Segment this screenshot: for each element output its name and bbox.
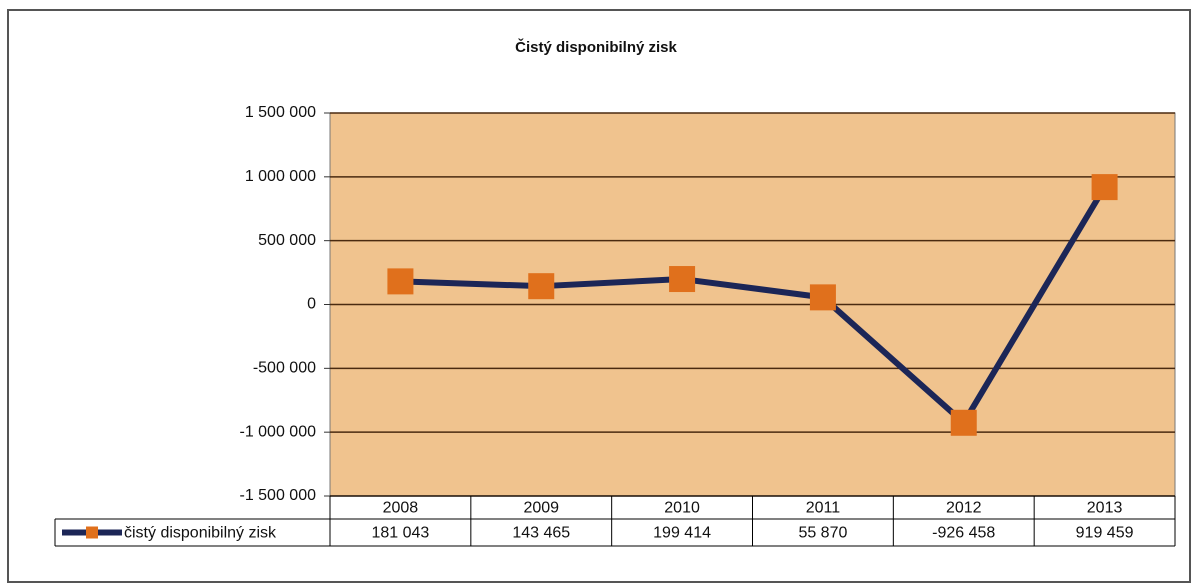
y-tick-label: 0 bbox=[307, 296, 316, 313]
line bbox=[400, 185, 1108, 426]
x-tick-label: 2011 bbox=[806, 500, 841, 517]
data-label: 143 465 bbox=[512, 525, 570, 542]
marker bbox=[1091, 174, 1118, 201]
marker bbox=[809, 284, 836, 311]
y-tick-label: 1 500 000 bbox=[245, 104, 316, 121]
marker bbox=[950, 409, 977, 436]
x-tick-label: 2013 bbox=[1087, 500, 1123, 517]
data-label: 919 459 bbox=[1076, 525, 1134, 542]
chart-title: Čistý disponibilný zisk bbox=[515, 38, 677, 56]
legend-marker bbox=[86, 526, 98, 539]
marker bbox=[528, 273, 555, 300]
y-tick-label: -1 000 000 bbox=[239, 423, 316, 440]
frame bbox=[7, 9, 1191, 583]
y-tick-label: 1 000 000 bbox=[245, 168, 316, 185]
data-label: 55 870 bbox=[798, 525, 847, 542]
data-label: 199 414 bbox=[653, 525, 711, 542]
data-label: 181 043 bbox=[371, 525, 429, 542]
legend-label: čistý disponibilný zisk bbox=[124, 525, 277, 542]
y-tick-label: 500 000 bbox=[258, 232, 316, 249]
x-tick-label: 2012 bbox=[946, 500, 982, 517]
y-tick-label: -500 000 bbox=[253, 360, 316, 377]
marker bbox=[669, 266, 696, 293]
data-label: -926 458 bbox=[932, 525, 995, 542]
x-tick-label: 2008 bbox=[383, 500, 419, 517]
y-tick-label: -1 500 000 bbox=[239, 487, 316, 504]
x-tick-label: 2009 bbox=[523, 500, 559, 517]
x-tick-label: 2010 bbox=[664, 500, 700, 517]
marker bbox=[387, 268, 414, 295]
